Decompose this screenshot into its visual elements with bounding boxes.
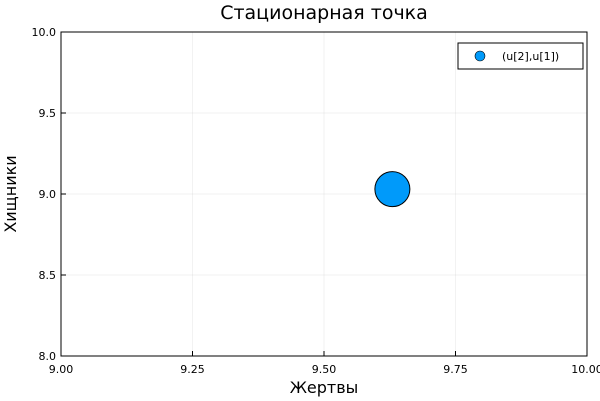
y-tick-label: 8.5	[39, 269, 57, 282]
x-tick-label: 9.00	[49, 363, 74, 376]
y-tick-label: 9.5	[39, 107, 57, 120]
x-tick-label: 9.25	[180, 363, 205, 376]
y-tick-label: 9.0	[39, 188, 57, 201]
legend-marker	[474, 50, 486, 62]
x-tick-label: 10.00	[571, 363, 600, 376]
ticks: 9.00 9.25 9.50 9.75 10.00 8.0 8.5 9.0 9.5 10.0	[32, 26, 600, 376]
y-axis-label: Хищники	[1, 155, 20, 232]
scatter-point	[374, 171, 411, 208]
series-layer	[374, 171, 411, 208]
x-tick-label: 9.50	[312, 363, 337, 376]
legend-label: (u[2],u[1])	[502, 50, 559, 63]
x-axis-label: Жертвы	[290, 378, 359, 397]
legend-box	[457, 42, 584, 70]
legend: (u[2],u[1])	[457, 42, 584, 70]
y-tick-label: 8.0	[39, 350, 57, 363]
x-tick-label: 9.75	[443, 363, 468, 376]
chart-title: Стационарная точка	[220, 2, 428, 24]
y-tick-label: 10.0	[32, 26, 57, 39]
